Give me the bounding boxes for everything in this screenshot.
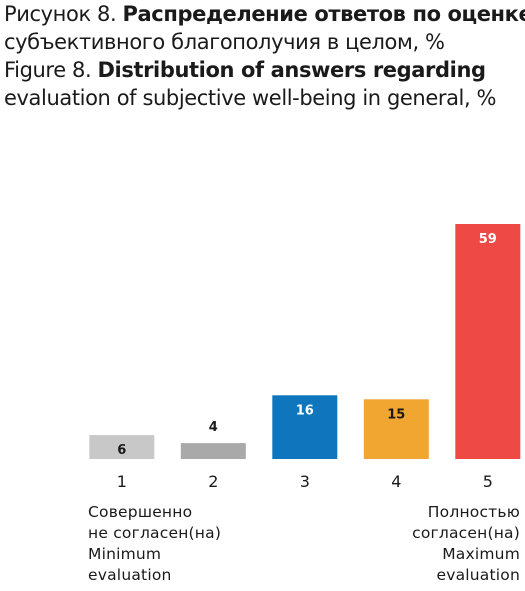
bar-4 xyxy=(363,399,429,459)
ru-figure-prefix: Рисунок 8. xyxy=(4,2,117,26)
value-label-5: 59 xyxy=(479,232,497,247)
category-tick-4: 4 xyxy=(391,472,401,491)
value-label-2: 4 xyxy=(209,420,218,435)
category-tick-2: 2 xyxy=(208,472,218,491)
min-evaluation-note: Совершенно не согласен(на) Minimum evalu… xyxy=(88,502,221,586)
bar-3 xyxy=(272,395,338,459)
en-figure-prefix: Figure 8. xyxy=(4,58,92,82)
chart-titles: Рисунок 8. Распределение ответов по оцен… xyxy=(4,0,525,112)
max-evaluation-note: Полностью согласен(на) Maximum evaluatio… xyxy=(412,502,520,586)
min-note-line: не согласен(на) xyxy=(88,524,222,542)
value-label-4: 15 xyxy=(387,407,405,422)
category-tick-1: 1 xyxy=(117,472,127,491)
bar-1 xyxy=(89,435,155,459)
ru-title-line-2: субъективного благополучия в целом, % xyxy=(4,30,445,54)
min-note-line: Minimum xyxy=(88,545,162,563)
max-note-line: evaluation xyxy=(436,566,520,584)
ru-title-line-1: Рисунок 8. Распределение ответов по оцен… xyxy=(4,0,525,28)
en-title-text-1: Distribution of answers regarding xyxy=(97,58,487,82)
category-tick-5: 5 xyxy=(483,472,493,491)
max-note-line: Maximum xyxy=(442,545,520,563)
min-note-line: Совершенно xyxy=(88,503,193,521)
max-note-line: согласен(на) xyxy=(412,524,520,542)
category-tick-3: 3 xyxy=(300,472,310,491)
value-label-3: 16 xyxy=(296,403,314,418)
bar-5 xyxy=(455,224,521,459)
en-title-line-2: evaluation of subjective well-being in g… xyxy=(4,86,497,110)
value-label-1: 6 xyxy=(117,443,126,458)
bar-2 xyxy=(180,443,246,459)
min-note-line: evaluation xyxy=(88,566,172,584)
ru-title-text-1: Распределение ответов по оценке xyxy=(122,2,525,26)
en-title-line-1: Figure 8. Distribution of answers regard… xyxy=(4,56,522,84)
max-note-line: Полностью xyxy=(427,503,520,521)
